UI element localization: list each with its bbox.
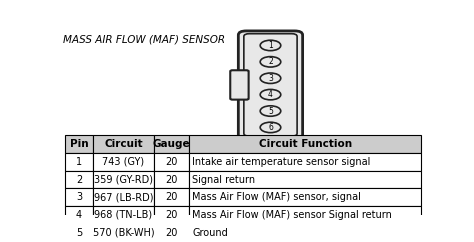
Text: 1: 1 <box>76 157 82 167</box>
Text: 20: 20 <box>165 210 178 220</box>
Text: 968 (TN-LB): 968 (TN-LB) <box>94 210 153 220</box>
Text: 20: 20 <box>165 157 178 167</box>
Bar <box>93 171 154 188</box>
Text: Circuit Function: Circuit Function <box>259 139 352 149</box>
Bar <box>93 153 154 171</box>
Bar <box>190 224 421 242</box>
Circle shape <box>260 122 281 133</box>
Circle shape <box>260 89 281 100</box>
FancyBboxPatch shape <box>230 70 249 100</box>
Bar <box>154 135 190 153</box>
Text: 967 (LB-RD): 967 (LB-RD) <box>94 192 153 202</box>
Bar <box>65 188 93 206</box>
Circle shape <box>260 40 281 51</box>
Bar <box>65 171 93 188</box>
Bar <box>93 224 154 242</box>
Bar <box>154 188 190 206</box>
Bar <box>154 206 190 224</box>
Text: Gauge: Gauge <box>153 139 191 149</box>
Bar <box>190 171 421 188</box>
Circle shape <box>260 73 281 83</box>
Bar <box>154 171 190 188</box>
FancyBboxPatch shape <box>238 31 302 139</box>
Text: 1: 1 <box>268 41 273 50</box>
Bar <box>93 206 154 224</box>
Text: 5: 5 <box>268 106 273 115</box>
Text: Ground: Ground <box>192 228 228 238</box>
Bar <box>65 206 93 224</box>
Text: 359 (GY-RD): 359 (GY-RD) <box>94 174 153 184</box>
Text: 4: 4 <box>268 90 273 99</box>
Bar <box>65 135 93 153</box>
Circle shape <box>260 106 281 116</box>
Text: MASS AIR FLOW (MAF) SENSOR: MASS AIR FLOW (MAF) SENSOR <box>63 35 225 45</box>
Text: 6: 6 <box>268 123 273 132</box>
Text: 20: 20 <box>165 228 178 238</box>
Text: 3: 3 <box>76 192 82 202</box>
Text: 2: 2 <box>268 57 273 66</box>
Bar <box>65 224 93 242</box>
Bar <box>190 135 421 153</box>
Text: Signal return: Signal return <box>192 174 255 184</box>
Text: Circuit: Circuit <box>104 139 143 149</box>
Text: 20: 20 <box>165 192 178 202</box>
Bar <box>154 224 190 242</box>
Text: 570 (BK-WH): 570 (BK-WH) <box>93 228 155 238</box>
Bar <box>93 188 154 206</box>
Bar <box>154 153 190 171</box>
Bar <box>190 153 421 171</box>
FancyBboxPatch shape <box>244 34 297 136</box>
Text: 4: 4 <box>76 210 82 220</box>
Bar <box>190 188 421 206</box>
Text: 2: 2 <box>76 174 82 184</box>
Text: 3: 3 <box>268 74 273 83</box>
Text: Pin: Pin <box>70 139 88 149</box>
Bar <box>65 153 93 171</box>
Text: 743 (GY): 743 (GY) <box>102 157 145 167</box>
Circle shape <box>260 57 281 67</box>
Text: 5: 5 <box>76 228 82 238</box>
Bar <box>93 135 154 153</box>
Text: Mass Air Flow (MAF) sensor, signal: Mass Air Flow (MAF) sensor, signal <box>192 192 361 202</box>
Bar <box>190 206 421 224</box>
Text: Intake air temperature sensor signal: Intake air temperature sensor signal <box>192 157 371 167</box>
Text: Mass Air Flow (MAF) sensor Signal return: Mass Air Flow (MAF) sensor Signal return <box>192 210 392 220</box>
Text: 20: 20 <box>165 174 178 184</box>
